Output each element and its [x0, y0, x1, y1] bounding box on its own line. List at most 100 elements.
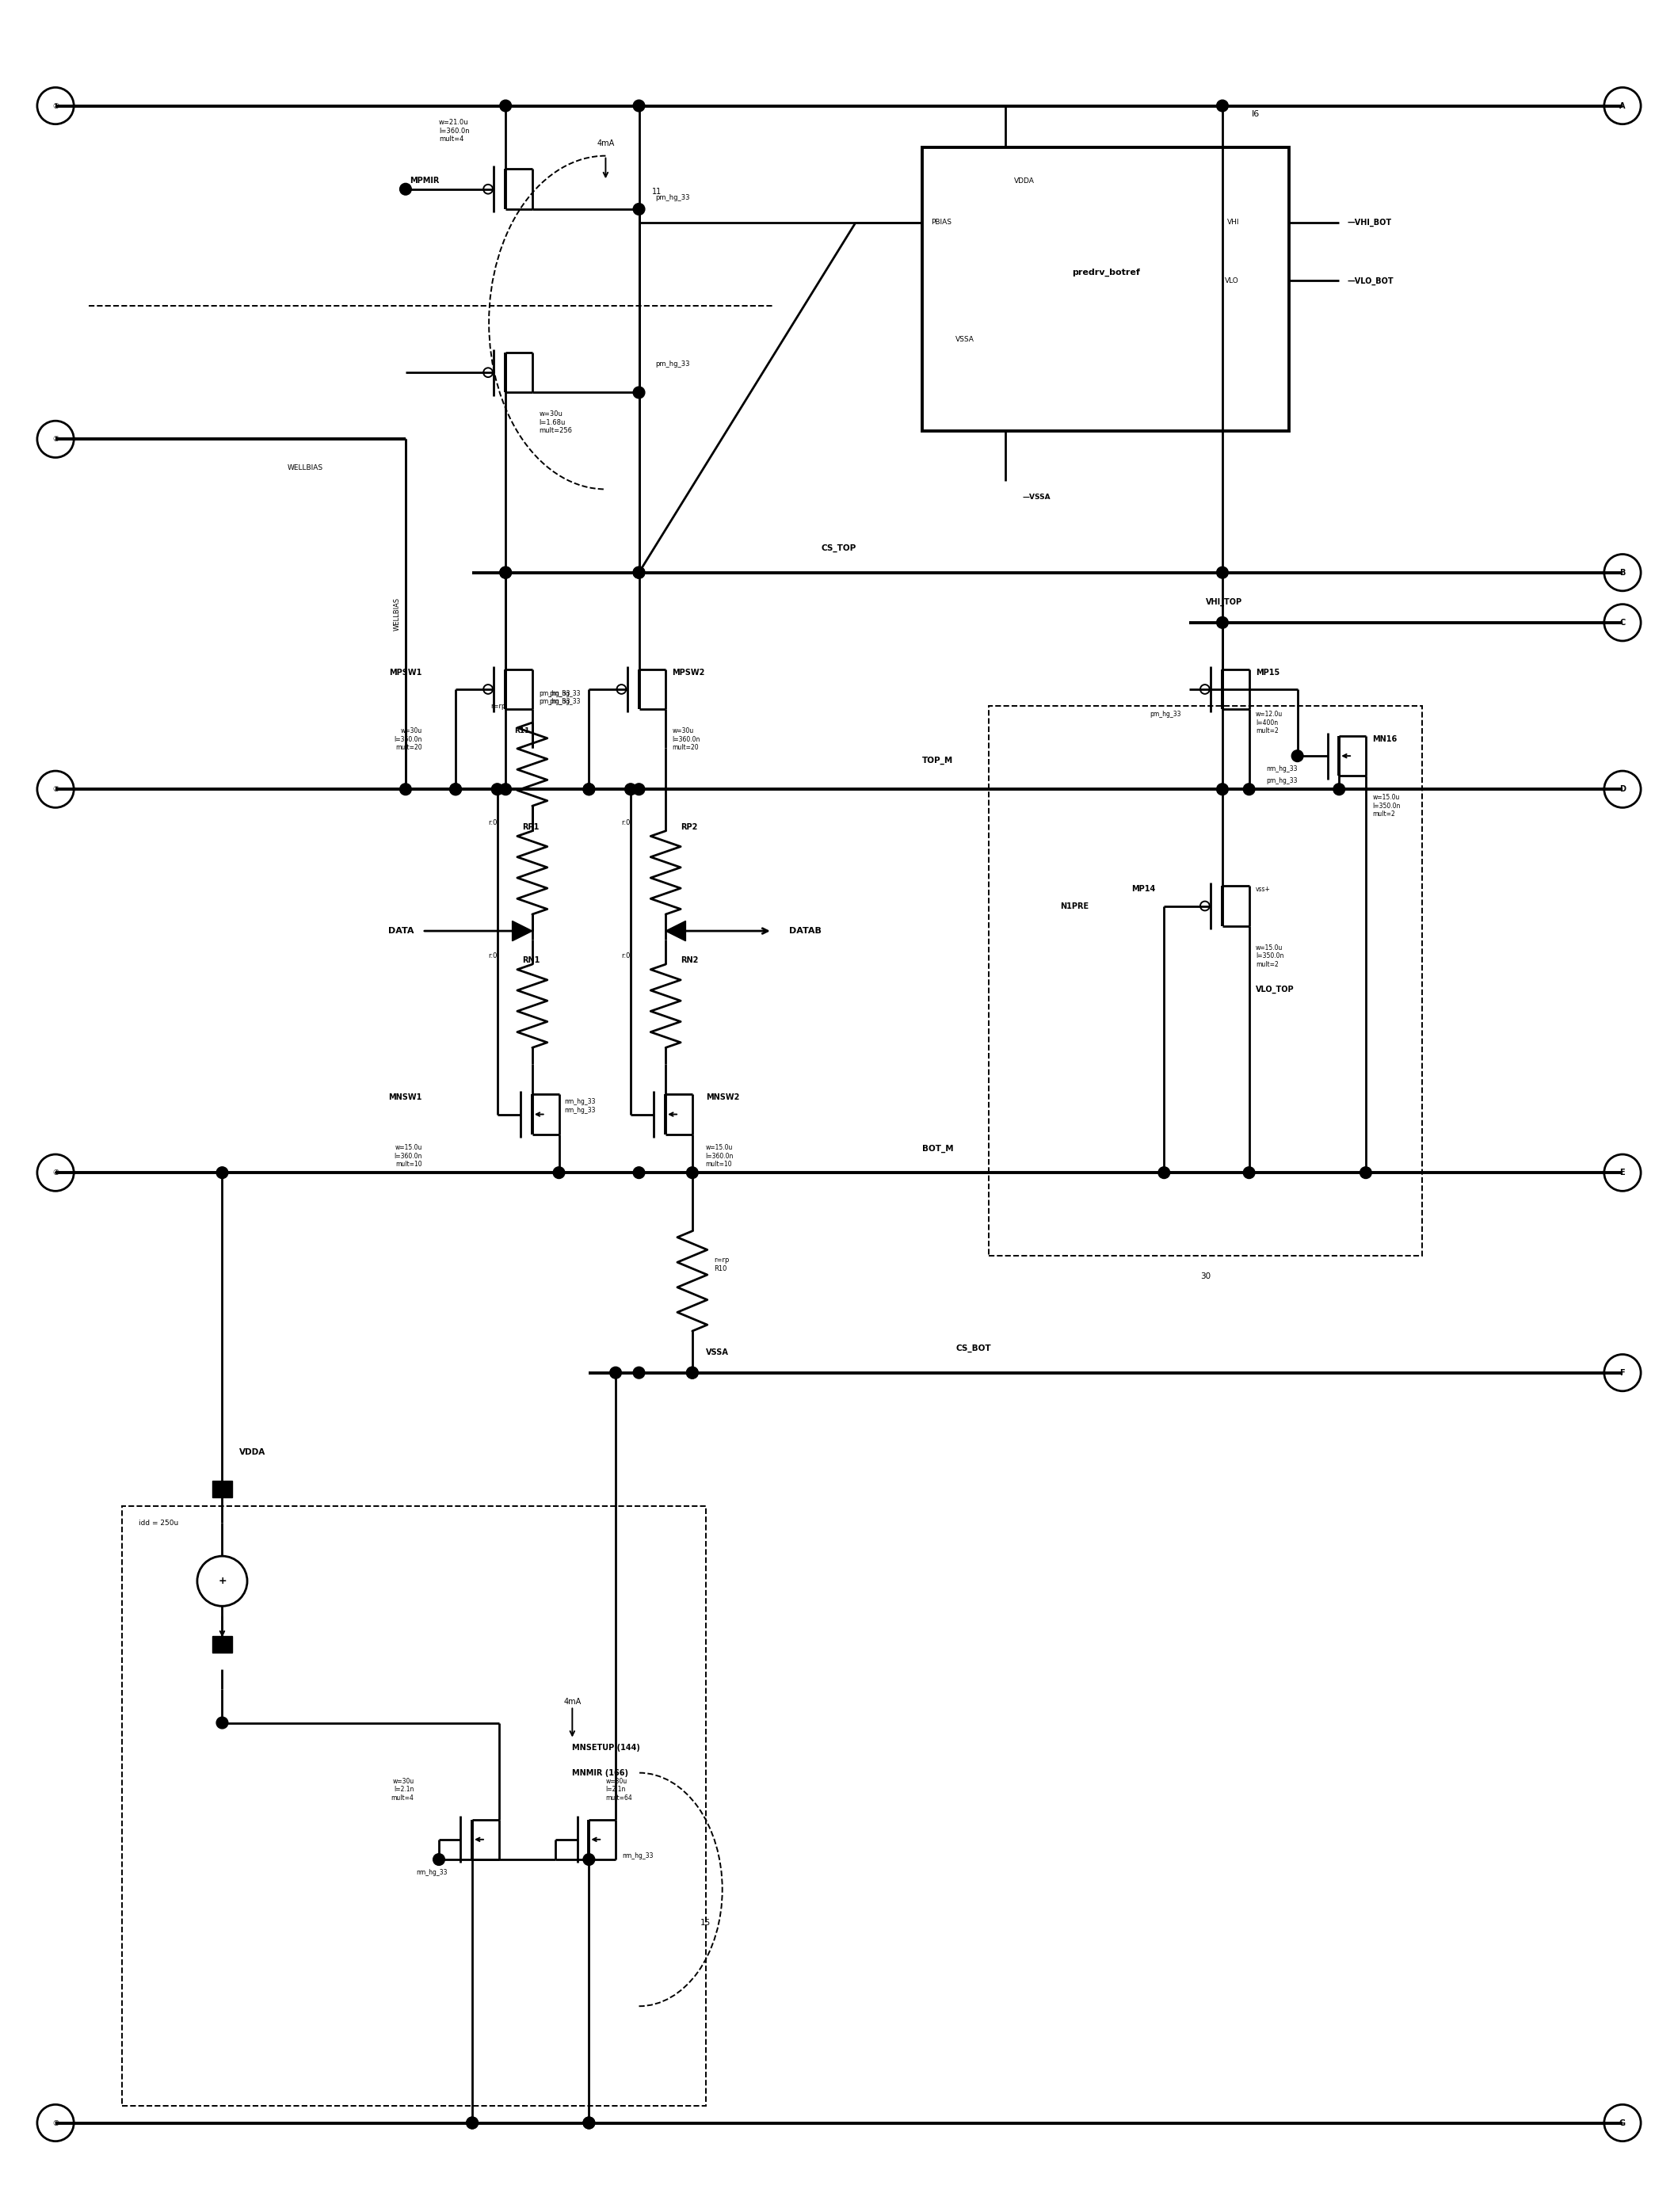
Text: CS_BOT: CS_BOT: [956, 1345, 992, 1354]
Text: r:0: r:0: [488, 953, 497, 960]
Text: VLO: VLO: [1225, 276, 1238, 285]
Circle shape: [399, 184, 411, 195]
Text: —VSSA: —VSSA: [1022, 493, 1050, 502]
Text: RN2: RN2: [681, 956, 698, 964]
Circle shape: [1158, 1168, 1170, 1179]
Circle shape: [450, 783, 461, 794]
Text: MP14: MP14: [1131, 885, 1156, 894]
Text: G: G: [1619, 2119, 1626, 2126]
Text: MNSW2: MNSW2: [706, 1093, 740, 1102]
Text: DATAB: DATAB: [789, 927, 821, 936]
Text: ②: ②: [52, 436, 59, 442]
Circle shape: [1217, 783, 1228, 794]
Text: VHI: VHI: [1227, 219, 1238, 226]
Text: TOP_M: TOP_M: [923, 757, 953, 765]
Text: 30: 30: [1200, 1272, 1212, 1281]
Circle shape: [633, 566, 644, 577]
Text: A: A: [1619, 102, 1626, 111]
Circle shape: [584, 783, 594, 794]
Text: r:0: r:0: [488, 818, 497, 825]
Text: DATA: DATA: [388, 927, 414, 936]
Circle shape: [633, 204, 644, 215]
Text: F: F: [1619, 1369, 1624, 1376]
Text: MP15: MP15: [1255, 668, 1280, 677]
Circle shape: [1359, 1168, 1371, 1179]
Text: ③: ③: [52, 785, 59, 794]
Text: vss+: vss+: [1255, 885, 1270, 894]
Text: B: B: [1619, 568, 1626, 577]
Text: MPSW1: MPSW1: [389, 668, 423, 677]
Circle shape: [466, 2117, 478, 2128]
Circle shape: [584, 1854, 594, 1865]
Circle shape: [554, 1168, 565, 1179]
Text: C: C: [1619, 619, 1626, 626]
Circle shape: [1217, 566, 1228, 577]
Bar: [923, 148, 1289, 431]
Circle shape: [633, 1367, 644, 1378]
Circle shape: [466, 2117, 478, 2128]
Text: VSSA: VSSA: [706, 1347, 728, 1356]
Circle shape: [399, 783, 411, 794]
Text: —VLO_BOT: —VLO_BOT: [1347, 276, 1394, 285]
Text: w=15.0u
l=360.0n
mult=10: w=15.0u l=360.0n mult=10: [394, 1144, 423, 1168]
Text: pm_hg_33
pm_hg_33: pm_hg_33 pm_hg_33: [539, 690, 571, 706]
Circle shape: [686, 1367, 698, 1378]
Text: nm_hg_33: nm_hg_33: [416, 1869, 448, 1876]
Circle shape: [686, 1367, 698, 1378]
Text: ④: ④: [52, 1168, 59, 1177]
Text: w=30u
l=1.68u
mult=256: w=30u l=1.68u mult=256: [539, 411, 572, 434]
Bar: [988, 706, 1423, 1256]
Text: w=15.0u
l=350.0n
mult=2: w=15.0u l=350.0n mult=2: [1255, 945, 1284, 969]
Text: r=rp
R10: r=rp R10: [713, 1256, 730, 1272]
Circle shape: [433, 1854, 445, 1865]
Circle shape: [1217, 100, 1228, 111]
Text: RP1: RP1: [522, 823, 539, 832]
Text: pm_hg_33
pm_hg_33: pm_hg_33 pm_hg_33: [549, 690, 581, 706]
Text: pm_hg_33: pm_hg_33: [1267, 776, 1297, 785]
Text: w=15.0u
l=360.0n
mult=10: w=15.0u l=360.0n mult=10: [706, 1144, 733, 1168]
Text: MN16: MN16: [1373, 734, 1398, 743]
Text: VDDA: VDDA: [1014, 177, 1035, 184]
Text: w=15.0u
l=350.0n
mult=2: w=15.0u l=350.0n mult=2: [1373, 794, 1401, 818]
Circle shape: [633, 387, 644, 398]
Circle shape: [492, 783, 503, 794]
Text: w=30u
l=360.0n
mult=20: w=30u l=360.0n mult=20: [673, 728, 700, 752]
Bar: [211, 1637, 232, 1652]
Circle shape: [450, 783, 461, 794]
Text: 11: 11: [653, 188, 663, 197]
Text: ①: ①: [52, 102, 59, 111]
Circle shape: [633, 783, 644, 794]
Text: r:0: r:0: [621, 818, 631, 825]
Text: D: D: [1619, 785, 1626, 794]
Text: PBIAS: PBIAS: [931, 219, 951, 226]
Text: idd = 250u: idd = 250u: [139, 1520, 178, 1526]
Text: MNSETUP (144): MNSETUP (144): [572, 1743, 641, 1752]
Polygon shape: [666, 920, 686, 940]
Text: r:0: r:0: [621, 953, 631, 960]
Polygon shape: [512, 920, 532, 940]
Text: WELLBIAS: WELLBIAS: [394, 597, 401, 630]
Text: CS_TOP: CS_TOP: [822, 544, 856, 553]
Text: 4mA: 4mA: [564, 1699, 581, 1705]
Circle shape: [633, 566, 644, 577]
Circle shape: [609, 1367, 621, 1378]
Circle shape: [1334, 783, 1346, 794]
Text: 15: 15: [700, 1918, 711, 1927]
Text: nm_hg_33
nm_hg_33: nm_hg_33 nm_hg_33: [564, 1099, 596, 1113]
Circle shape: [624, 783, 636, 794]
Text: 4mA: 4mA: [597, 139, 614, 148]
Text: N1PRE: N1PRE: [1060, 902, 1089, 909]
Text: RN1: RN1: [522, 956, 540, 964]
Text: VDDA: VDDA: [238, 1449, 265, 1455]
Text: WELLBIAS: WELLBIAS: [287, 465, 324, 471]
Text: w=30u
l=2.1n
mult=4: w=30u l=2.1n mult=4: [391, 1778, 414, 1801]
Circle shape: [500, 566, 512, 577]
Text: pm_hg_33: pm_hg_33: [656, 361, 690, 367]
Text: E: E: [1619, 1168, 1624, 1177]
Text: R11: R11: [513, 728, 529, 734]
Text: VLO_TOP: VLO_TOP: [1255, 984, 1294, 993]
Text: nm_hg_33: nm_hg_33: [623, 1854, 654, 1860]
Circle shape: [1217, 617, 1228, 628]
Text: ⑤: ⑤: [52, 2119, 59, 2126]
Circle shape: [216, 1168, 228, 1179]
